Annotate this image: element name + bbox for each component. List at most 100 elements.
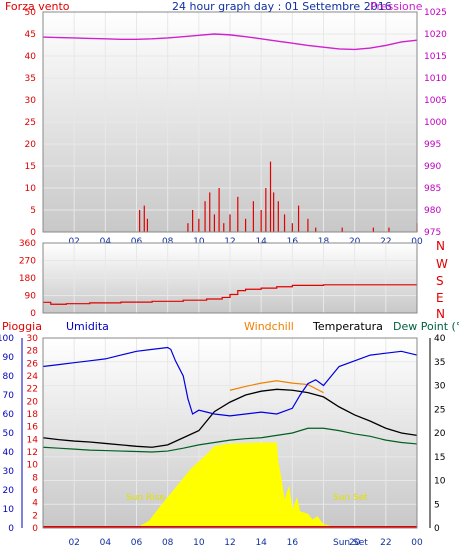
- humidity-tick-label: 100: [0, 334, 14, 344]
- wind-tick-label: 20: [25, 140, 37, 150]
- dew-point-line: [42, 427, 418, 453]
- temperature-tick-label: 0: [434, 524, 440, 534]
- humidity-tick-label: 10: [3, 505, 15, 515]
- humidity-line: [42, 346, 418, 417]
- rain-tick-label: 20: [27, 397, 39, 407]
- wind-pressure-frame: [42, 11, 418, 233]
- x-tick-label: 08: [162, 538, 174, 548]
- humidity-tick-label: 70: [3, 391, 15, 401]
- pressure-tick-label: 1005: [424, 96, 447, 106]
- x-tick-label: 20: [349, 538, 361, 548]
- wind-direction-frame: [42, 242, 418, 314]
- rain-tick-label: 0: [32, 524, 38, 534]
- wind-pressure-ticks: 0510152025303540455097598098599099510001…: [25, 8, 448, 247]
- rain-tick-label: 2: [32, 511, 38, 521]
- pressure-tick-label: 985: [424, 184, 441, 194]
- x-tick-label: 12: [224, 237, 235, 247]
- wind-tick-label: 50: [25, 8, 37, 18]
- compass-label-n2: N: [436, 307, 445, 321]
- wind-direction-ticks: 0 90 180 270 360: [19, 239, 36, 319]
- wind-direction-line: [43, 284, 417, 305]
- x-tick-label: 06: [131, 538, 143, 548]
- direction-tick-label: 360: [19, 239, 36, 249]
- x-tick-label: 00: [411, 538, 423, 548]
- wind-tick-label: 0: [30, 228, 36, 238]
- pressure-tick-label: 975: [424, 228, 441, 238]
- wind-tick-label: 25: [25, 118, 36, 128]
- wind-tick-label: 15: [25, 162, 36, 172]
- rain-tick-label: 18: [27, 410, 39, 420]
- rain-tick-label: 16: [27, 423, 39, 433]
- x-tick-label: 02: [68, 237, 79, 247]
- x-tick-label: 20: [349, 237, 361, 247]
- wind-tick-label: 35: [25, 74, 36, 84]
- temperature-line: [42, 388, 418, 448]
- legend-temperatura: Temperatura: [312, 320, 383, 333]
- x-tick-label: 14: [255, 538, 267, 548]
- x-tick-label: 18: [318, 237, 330, 247]
- temperature-tick-label: 5: [434, 500, 440, 510]
- temperature-tick-label: 35: [434, 358, 445, 368]
- legend-windchill: Windchill: [244, 320, 294, 333]
- pressure-tick-label: 980: [424, 206, 441, 216]
- x-tick-label: 08: [162, 237, 174, 247]
- legend-umidita: Umidita: [66, 320, 109, 333]
- pressure-tick-label: 995: [424, 140, 441, 150]
- x-tick-label: 04: [100, 538, 112, 548]
- sun-set-label: Sun Set: [333, 493, 368, 503]
- x-tick-label: 02: [68, 538, 79, 548]
- pressure-tick-label: 1000: [424, 118, 447, 128]
- legend-dew-point: Dew Point (°C: [393, 320, 459, 333]
- wind-tick-label: 40: [25, 52, 37, 62]
- sun-rise-label: Sun Rise: [126, 493, 165, 503]
- temperature-tick-label: 40: [434, 334, 446, 344]
- temperature-tick-label: 15: [434, 453, 445, 463]
- temperature-tick-label: 30: [434, 382, 446, 392]
- humidity-tick-label: 50: [3, 429, 15, 439]
- x-tick-label: 00: [411, 237, 423, 247]
- humidity-tick-label: 20: [3, 486, 15, 496]
- humidity-tick-label: 90: [3, 353, 15, 363]
- rain-tick-label: 8: [32, 473, 38, 483]
- pressure-tick-label: 1020: [424, 30, 447, 40]
- graph-title: 24 hour graph day : 01 Settembre 2016: [172, 0, 392, 13]
- wind-tick-label: 10: [25, 184, 37, 194]
- rain-tick-label: 12: [27, 448, 38, 458]
- pressure-tick-label: 1010: [424, 74, 447, 84]
- pressure-tick-label: 1015: [424, 52, 447, 62]
- humidity-tick-label: 80: [3, 372, 15, 382]
- compass-label-w: W: [436, 257, 448, 271]
- rain-tick-label: 30: [27, 334, 39, 344]
- rain-tick-label: 4: [32, 499, 38, 509]
- rain-tick-label: 14: [27, 435, 39, 445]
- compass-label-n1: N: [436, 239, 445, 253]
- solar-area: [136, 442, 417, 528]
- wind-tick-label: 45: [25, 30, 36, 40]
- x-tick-label: 22: [380, 538, 391, 548]
- humidity-tick-label: 40: [3, 448, 15, 458]
- wind-direction-series: [43, 284, 417, 305]
- x-tick-label: 10: [193, 237, 205, 247]
- wind-axis-title: Forza vento: [5, 0, 70, 13]
- x-tick-label: 06: [131, 237, 143, 247]
- wind-tick-label: 5: [30, 206, 36, 216]
- legend-pioggia: Pioggia: [2, 320, 42, 333]
- compass-label-e: E: [436, 291, 444, 305]
- rain-tick-label: 22: [27, 385, 38, 395]
- x-tick-label: 14: [255, 237, 267, 247]
- x-tick-label: 22: [380, 237, 391, 247]
- temperature-tick-label: 10: [434, 477, 446, 487]
- temperature-tick-label: 20: [434, 429, 446, 439]
- pressure-tick-label: 1025: [424, 8, 447, 18]
- x-tick-label: 04: [100, 237, 112, 247]
- x-tick-label: 10: [193, 538, 205, 548]
- humidity-tick-label: 0: [8, 524, 14, 534]
- direction-tick-label: 270: [19, 257, 36, 267]
- pressure-axis-title: Pressione: [370, 0, 423, 13]
- direction-tick-label: 180: [19, 274, 36, 284]
- rain-tick-label: 10: [27, 461, 39, 471]
- humidity-tick-label: 60: [3, 410, 15, 420]
- temperature-tick-label: 25: [434, 405, 445, 415]
